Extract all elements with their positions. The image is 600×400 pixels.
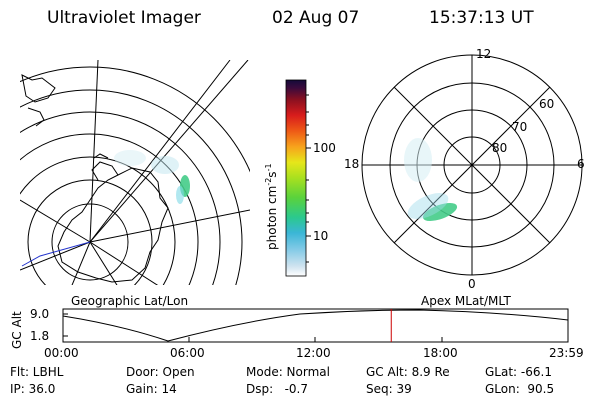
- colorbar-unit-text: photon cm: [265, 185, 279, 250]
- geographic-map: [20, 60, 250, 285]
- mode-info: Mode: Normal: [246, 365, 330, 379]
- gain-info: Gain: 14: [126, 382, 177, 396]
- xtick-0000: 00:00: [44, 346, 79, 360]
- dsp-info: Dsp: -0.7: [246, 382, 309, 396]
- mlt-label-0: 0: [468, 277, 476, 291]
- polar-map: [361, 54, 583, 276]
- ip-info: IP: 36.0: [10, 382, 56, 396]
- altitude-ylabel: GC Alt: [10, 311, 24, 349]
- colorbar-tick-10: 10: [313, 229, 329, 243]
- glon-info: GLon: 90.5: [485, 382, 555, 396]
- gc-alt-info: GC Alt: 8.9 Re: [366, 365, 450, 379]
- left-panel-label: Geographic Lat/Lon: [71, 294, 189, 308]
- colorbar: [285, 79, 311, 277]
- door-info: Door: Open: [126, 365, 195, 379]
- colorbar-unit-exp1: -2: [264, 177, 273, 186]
- date-label: 02 Aug 07: [272, 8, 360, 28]
- mlt-label-6: 6: [577, 157, 585, 171]
- altitude-ytick-low: 1.8: [30, 329, 50, 343]
- filter-info: Flt: LBHL: [10, 365, 64, 379]
- time-label: 15:37:13 UT: [429, 8, 534, 28]
- mlt-label-18: 18: [344, 157, 360, 171]
- colorbar-unit-label: photon cm-2s-1: [264, 163, 279, 250]
- mlt-label-12: 12: [476, 47, 492, 61]
- xtick-1800: 18:00: [423, 346, 458, 360]
- altitude-ytick-high: 9.0: [30, 307, 50, 321]
- seq-info: Seq: 39: [366, 382, 412, 396]
- right-panel-label: Apex MLat/MLT: [421, 294, 511, 308]
- altitude-plot: [62, 308, 569, 343]
- lat-label-80: 80: [492, 141, 508, 155]
- instrument-title: Ultraviolet Imager: [47, 8, 201, 28]
- xtick-1200: 12:00: [296, 346, 331, 360]
- colorbar-unit-exp2: -1: [264, 163, 273, 172]
- colorbar-unit-s: s: [265, 171, 279, 178]
- xtick-0600: 06:00: [170, 346, 205, 360]
- glat-info: GLat: -66.1: [485, 365, 552, 379]
- colorbar-tick-100: 100: [313, 141, 336, 155]
- lat-label-70: 70: [512, 120, 528, 134]
- xtick-2359: 23:59: [549, 346, 584, 360]
- lat-label-60: 60: [539, 97, 555, 111]
